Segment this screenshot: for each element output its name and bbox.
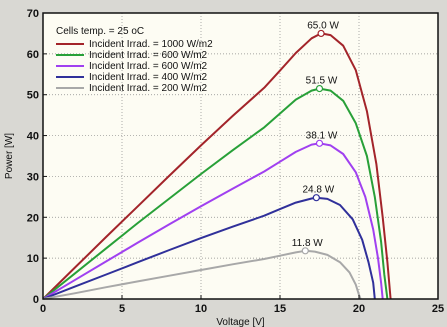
peak-marker [312, 194, 320, 202]
peak-marker [317, 29, 325, 38]
series-line-5 [42, 249, 362, 300]
y-tick-label: 40 [27, 131, 39, 143]
plot-area [43, 13, 438, 299]
y-tick-label: 10 [27, 253, 39, 265]
series-lines [42, 32, 392, 300]
legend-item-label: Incident Irrad. = 600 W/m2 [89, 61, 208, 72]
legend: Cells temp. = 25 oC Incident Irrad. = 10… [56, 26, 213, 94]
peak-marker [315, 84, 324, 93]
peak-label: 65.0 W [307, 20, 339, 31]
peak-marker [315, 139, 324, 147]
axis-ticks: 0 5 10 15 20 25 0 10 20 30 40 50 60 70 [27, 8, 444, 315]
y-tick-label: 20 [27, 212, 39, 224]
series-line-1 [42, 32, 392, 300]
x-tick-label: 15 [274, 303, 286, 315]
y-tick-label: 70 [27, 8, 39, 20]
legend-item-label: Incident Irrad. = 600 W/m2 [89, 50, 208, 61]
series-line-2 [42, 87, 389, 300]
peak-label: 51.5 W [306, 76, 338, 87]
x-axis-label: Voltage [V] [216, 317, 265, 327]
plot-frame [42, 12, 439, 300]
series-line-3 [42, 142, 384, 300]
peak-label: 11.8 W [292, 238, 323, 249]
y-tick-label: 0 [33, 294, 39, 306]
peak-label: 38.1 W [306, 130, 338, 141]
peak-label: 24.8 W [302, 185, 334, 196]
y-axis-label: Power [W] [4, 133, 15, 179]
legend-title: Cells temp. = 25 oC [56, 26, 144, 37]
x-tick-label: 5 [119, 303, 125, 315]
legend-item-label: Incident Irrad. = 1000 W/m2 [89, 39, 213, 50]
x-tick-label: 0 [40, 303, 46, 315]
peak-markers: 65.0 W 51.5 W 38.1 W 24.8 W 11.8 W [292, 20, 339, 255]
x-tick-label: 10 [195, 303, 207, 315]
legend-item-label: Incident Irrad. = 200 W/m2 [89, 83, 208, 94]
peak-marker [301, 247, 309, 255]
series-line-4 [42, 196, 376, 300]
x-tick-label: 20 [353, 303, 365, 315]
y-tick-label: 30 [27, 171, 39, 183]
y-tick-label: 60 [27, 49, 39, 61]
legend-item-label: Incident Irrad. = 400 W/m2 [89, 72, 208, 83]
y-tick-label: 50 [27, 90, 39, 102]
x-tick-label: 25 [432, 303, 444, 315]
